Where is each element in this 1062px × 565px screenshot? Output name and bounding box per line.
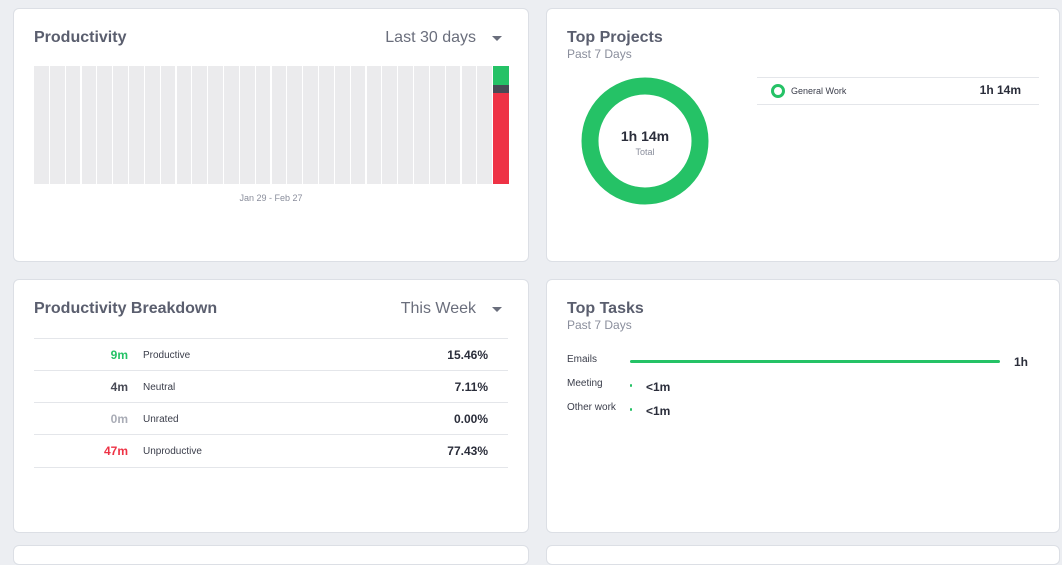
breakdown-time: 4m [110, 380, 128, 394]
task-time: <1m [646, 380, 671, 394]
productivity-segment-productive [493, 66, 509, 85]
task-time: <1m [646, 404, 671, 418]
productivity-day-bar[interactable] [382, 66, 398, 184]
productivity-day-bar[interactable] [271, 66, 287, 184]
breakdown-range-label: This Week [400, 300, 476, 317]
top-projects-subtitle: Past 7 Days [567, 47, 632, 61]
productivity-day-bar[interactable] [255, 66, 271, 184]
productivity-day-bar[interactable] [366, 66, 382, 184]
breakdown-row: 47m Unproductive 77.43% [34, 434, 508, 468]
productivity-day-bar[interactable] [398, 66, 413, 184]
top-tasks-subtitle: Past 7 Days [567, 318, 632, 332]
productivity-day-bar[interactable] [176, 66, 192, 184]
productivity-day-bar[interactable] [334, 66, 350, 184]
task-name: Meeting [567, 378, 603, 389]
donut-ring [581, 77, 709, 205]
partial-card [546, 545, 1060, 565]
productivity-day-bar[interactable] [239, 66, 255, 184]
task-bar [630, 408, 632, 411]
productivity-day-bar[interactable] [461, 66, 477, 184]
breakdown-row: 9m Productive 15.46% [34, 338, 508, 371]
breakdown-label: Productive [143, 350, 191, 361]
productivity-chart [34, 66, 509, 184]
productivity-day-bar[interactable] [113, 66, 128, 184]
productivity-day-bar[interactable] [493, 66, 509, 184]
breakdown-label: Neutral [143, 382, 176, 393]
productivity-day-bar[interactable] [414, 66, 429, 184]
breakdown-row: 0m Unrated 0.00% [34, 402, 508, 435]
productivity-range-dropdown[interactable]: Last 30 days [385, 29, 502, 47]
top-tasks-card: Top Tasks Past 7 Days Emails 1h Meeting … [546, 279, 1060, 533]
project-time: 1h 14m [979, 83, 1021, 97]
productivity-day-bar[interactable] [429, 66, 445, 184]
productivity-day-bar[interactable] [287, 66, 303, 184]
top-projects-title: Top Projects [567, 29, 663, 46]
productivity-range-label: Last 30 days [385, 29, 476, 46]
chevron-down-icon [492, 35, 502, 41]
productivity-card: Productivity Last 30 days Jan 29 - Feb 2… [13, 8, 529, 262]
breakdown-time: 9m [110, 348, 128, 362]
project-row-general-work[interactable]: General Work 1h 14m [757, 77, 1039, 105]
task-name: Other work [567, 402, 616, 413]
breakdown-percent: 15.46% [447, 348, 488, 362]
breakdown-row: 4m Neutral 7.11% [34, 370, 508, 403]
breakdown-time: 47m [103, 444, 128, 458]
donut-total-value: 1h 14m [620, 128, 670, 144]
breakdown-label: Unrated [143, 414, 179, 425]
productivity-day-bar[interactable] [477, 66, 493, 184]
breakdown-percent: 77.43% [447, 444, 488, 458]
breakdown-time: 0m [110, 412, 128, 426]
productivity-day-bar[interactable] [350, 66, 366, 184]
productivity-day-bar[interactable] [224, 66, 239, 184]
chevron-down-icon [492, 306, 502, 312]
productivity-day-bar[interactable] [192, 66, 208, 184]
productivity-day-bar[interactable] [34, 66, 49, 184]
task-bar [630, 360, 1000, 363]
breakdown-title: Productivity Breakdown [34, 300, 218, 317]
productivity-segment-neutral [493, 84, 509, 94]
productivity-day-bar[interactable] [49, 66, 65, 184]
project-color-icon [771, 84, 785, 98]
productivity-day-bar[interactable] [97, 66, 113, 184]
productivity-day-bar[interactable] [303, 66, 318, 184]
breakdown-range-dropdown[interactable]: This Week [401, 300, 502, 318]
productivity-day-bar[interactable] [445, 66, 461, 184]
task-time: 1h [1014, 355, 1029, 369]
productivity-day-bar[interactable] [144, 66, 160, 184]
productivity-day-bar[interactable] [160, 66, 176, 184]
productivity-day-bar[interactable] [319, 66, 334, 184]
task-name: Emails [567, 354, 598, 365]
productivity-date-range: Jan 29 - Feb 27 [239, 193, 303, 203]
productivity-title: Productivity [34, 29, 127, 46]
top-projects-card: Top Projects Past 7 Days 1h 14m Total Ge… [546, 8, 1060, 262]
project-name: General Work [791, 86, 847, 96]
top-tasks-title: Top Tasks [567, 300, 644, 317]
breakdown-label: Unproductive [143, 446, 202, 457]
donut-total-label: Total [635, 147, 655, 157]
productivity-breakdown-card: Productivity Breakdown This Week 9m Prod… [13, 279, 529, 533]
breakdown-percent: 0.00% [453, 412, 488, 426]
productivity-segment-unproductive [493, 93, 509, 184]
productivity-day-bar[interactable] [208, 66, 223, 184]
productivity-day-bar[interactable] [65, 66, 81, 184]
productivity-day-bar[interactable] [129, 66, 144, 184]
projects-donut: 1h 14m Total [581, 77, 709, 205]
partial-card [13, 545, 529, 565]
task-bar [630, 384, 632, 387]
productivity-day-bar[interactable] [81, 66, 97, 184]
breakdown-percent: 7.11% [454, 380, 488, 394]
